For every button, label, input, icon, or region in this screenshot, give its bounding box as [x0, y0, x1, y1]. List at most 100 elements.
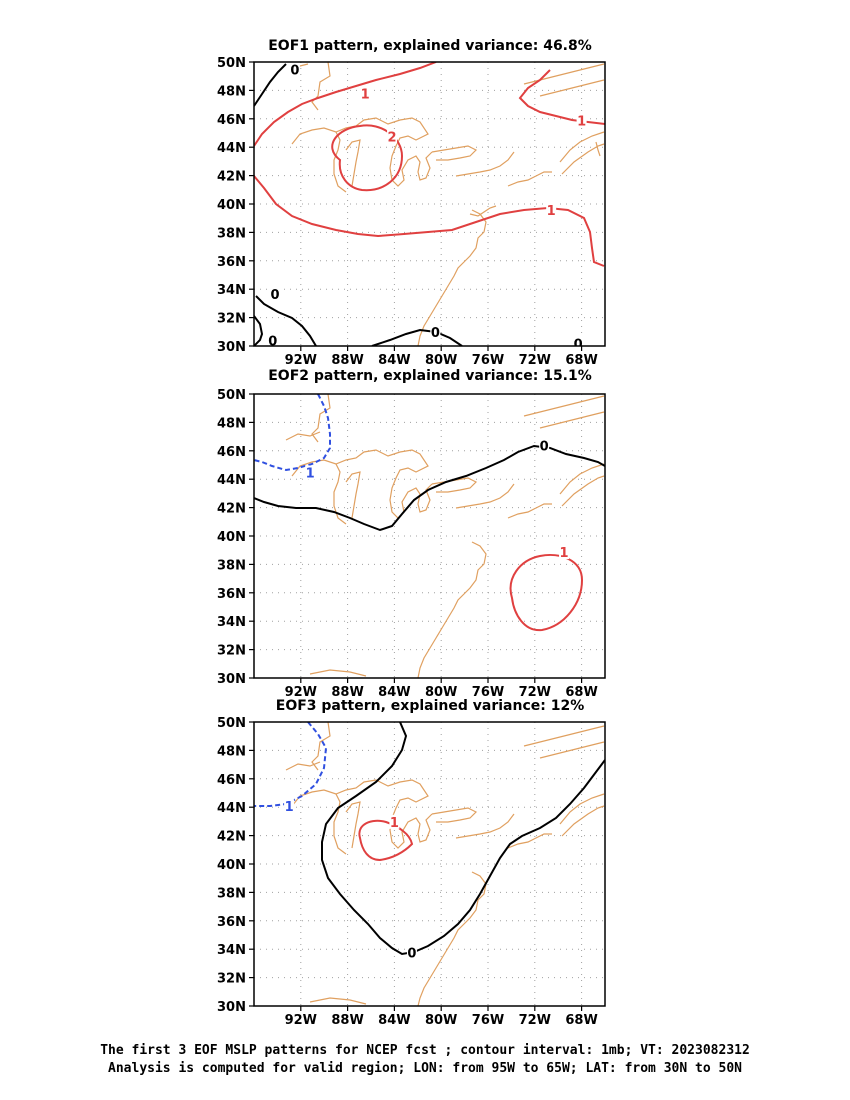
- x-tick-label: 84W: [378, 353, 410, 368]
- eof3-frame: [253, 721, 606, 1007]
- x-tick-label: 76W: [472, 685, 504, 700]
- contour-label-bg: [360, 86, 371, 101]
- y-tick-label: 44N: [217, 141, 246, 156]
- y-tick-label: 40N: [217, 858, 246, 873]
- contour-label-bg: [387, 129, 398, 144]
- y-tick-label: 30N: [217, 672, 246, 687]
- contour-label-bg: [267, 333, 278, 346]
- x-tick-label: 80W: [425, 685, 457, 700]
- x-tick-label: 80W: [425, 353, 457, 368]
- contour-value-label: 1: [306, 467, 315, 482]
- x-tick-label: 76W: [472, 1013, 504, 1028]
- contour-value-label: 0: [431, 326, 440, 341]
- y-tick-label: 46N: [217, 445, 246, 460]
- contour-label-bg: [406, 945, 417, 960]
- y-tick-label: 46N: [217, 113, 246, 128]
- contour-label-bg: [305, 465, 316, 480]
- eof2-title: EOF2 pattern, explained variance: 15.1%: [268, 368, 592, 384]
- eof2-frame: [253, 393, 606, 679]
- y-tick-label: 34N: [217, 943, 246, 958]
- y-tick-label: 36N: [217, 915, 246, 930]
- y-tick-label: 32N: [217, 312, 246, 327]
- contour-value-label: 1: [361, 88, 370, 103]
- x-tick-label: 88W: [331, 1013, 363, 1028]
- eof3-grid: [254, 722, 605, 1006]
- y-tick-label: 42N: [217, 830, 246, 845]
- x-tick-label: 68W: [565, 1013, 597, 1028]
- eof3-map-content: 1 1 0: [254, 722, 605, 1006]
- x-tick-label: 88W: [331, 685, 363, 700]
- contour-value-label: 1: [285, 800, 294, 815]
- y-tick-label: 36N: [217, 587, 246, 602]
- eof1-panel: EOF1 pattern, explained variance: 46.8%: [217, 38, 606, 368]
- x-tick-label: 68W: [565, 353, 597, 368]
- contour-label-bg: [539, 438, 550, 453]
- contour-label-bg: [430, 325, 441, 340]
- x-tick-label: 68W: [565, 685, 597, 700]
- y-tick-label: 38N: [217, 886, 246, 901]
- y-tick-label: 48N: [217, 416, 246, 431]
- contour-value-label: 0: [574, 338, 583, 353]
- eof2-grid: [254, 394, 605, 678]
- y-tick-label: 50N: [217, 56, 246, 71]
- y-tick-label: 48N: [217, 744, 246, 759]
- x-tick-label: 92W: [285, 1013, 317, 1028]
- y-tick-label: 44N: [217, 473, 246, 488]
- y-tick-label: 42N: [217, 502, 246, 517]
- contour-value-label: 0: [290, 64, 299, 79]
- eof3-title: EOF3 pattern, explained variance: 12%: [276, 698, 584, 714]
- eof3-panel: EOF3 pattern, explained variance: 12%: [217, 698, 606, 1028]
- eof2-panel: EOF2 pattern, explained variance: 15.1%: [217, 368, 606, 700]
- x-tick-label: 84W: [378, 1013, 410, 1028]
- x-tick-label: 80W: [425, 1013, 457, 1028]
- eof3-contours: [254, 722, 605, 956]
- eof2-coastlines: [285, 394, 605, 678]
- eof3-coastlines: [285, 722, 605, 1006]
- contour-value-label: 0: [271, 288, 280, 303]
- contour-label-bg: [289, 62, 300, 77]
- contour-label-bg: [270, 286, 281, 301]
- y-tick-label: 40N: [217, 530, 246, 545]
- contour-label-bg: [389, 814, 400, 829]
- contour-value-label: 1: [390, 816, 399, 831]
- eof1-contours: [254, 62, 605, 346]
- eof1-axis-labels: 92W 88W 84W 80W 76W 72W 68W 30N 32N 34N 36N 38N 40N 4…: [217, 56, 598, 368]
- x-tick-label: 76W: [472, 353, 504, 368]
- eof3-contour-labels: 1 1 0: [284, 799, 417, 961]
- contour-value-label: 0: [407, 946, 416, 961]
- contour-label-bg: [573, 336, 584, 346]
- x-tick-label: 88W: [331, 353, 363, 368]
- y-tick-label: 32N: [217, 644, 246, 659]
- eof2-axis-labels: 92W 88W 84W 80W 76W 72W 68W 30N 32N 34N 36N 38N 40N 4…: [217, 388, 598, 700]
- eof1-contour-labels: 0 1 2 1 1 0 0 0 0: [267, 62, 587, 353]
- y-tick-label: 34N: [217, 283, 246, 298]
- caption-line-1: The first 3 EOF MSLP patterns for NCEP f…: [100, 1043, 750, 1058]
- y-tick-label: 44N: [217, 801, 246, 816]
- y-tick-label: 40N: [217, 198, 246, 213]
- y-tick-label: 50N: [217, 716, 246, 731]
- eof3-axis-labels: 92W 88W 84W 80W 76W 72W 68W 30N 32N 34N 36N 38N 40N 4…: [217, 716, 598, 1028]
- y-tick-label: 46N: [217, 773, 246, 788]
- x-tick-label: 84W: [378, 685, 410, 700]
- contour-label-bg: [284, 799, 295, 814]
- contour-label-bg: [559, 545, 570, 560]
- caption-line-2: Analysis is computed for valid region; L…: [108, 1061, 742, 1076]
- y-tick-label: 38N: [217, 558, 246, 573]
- y-tick-label: 38N: [217, 226, 246, 241]
- eof2-contour-labels: 1 0 1: [305, 438, 570, 561]
- x-tick-label: 72W: [519, 1013, 551, 1028]
- y-tick-label: 30N: [217, 340, 246, 355]
- contour-value-label: 1: [560, 546, 569, 561]
- eof1-map-content: 0 1 2 1 1 0 0 0 0: [254, 62, 605, 353]
- y-tick-label: 36N: [217, 255, 246, 270]
- y-tick-label: 42N: [217, 170, 246, 185]
- y-tick-label: 50N: [217, 388, 246, 403]
- x-tick-label: 92W: [285, 353, 317, 368]
- contour-label-bg: [546, 203, 557, 218]
- x-tick-label: 72W: [519, 353, 551, 368]
- contour-value-label: 0: [268, 335, 277, 350]
- contour-value-label: 0: [540, 440, 549, 455]
- y-tick-label: 48N: [217, 84, 246, 99]
- eof2-contours: [254, 394, 605, 632]
